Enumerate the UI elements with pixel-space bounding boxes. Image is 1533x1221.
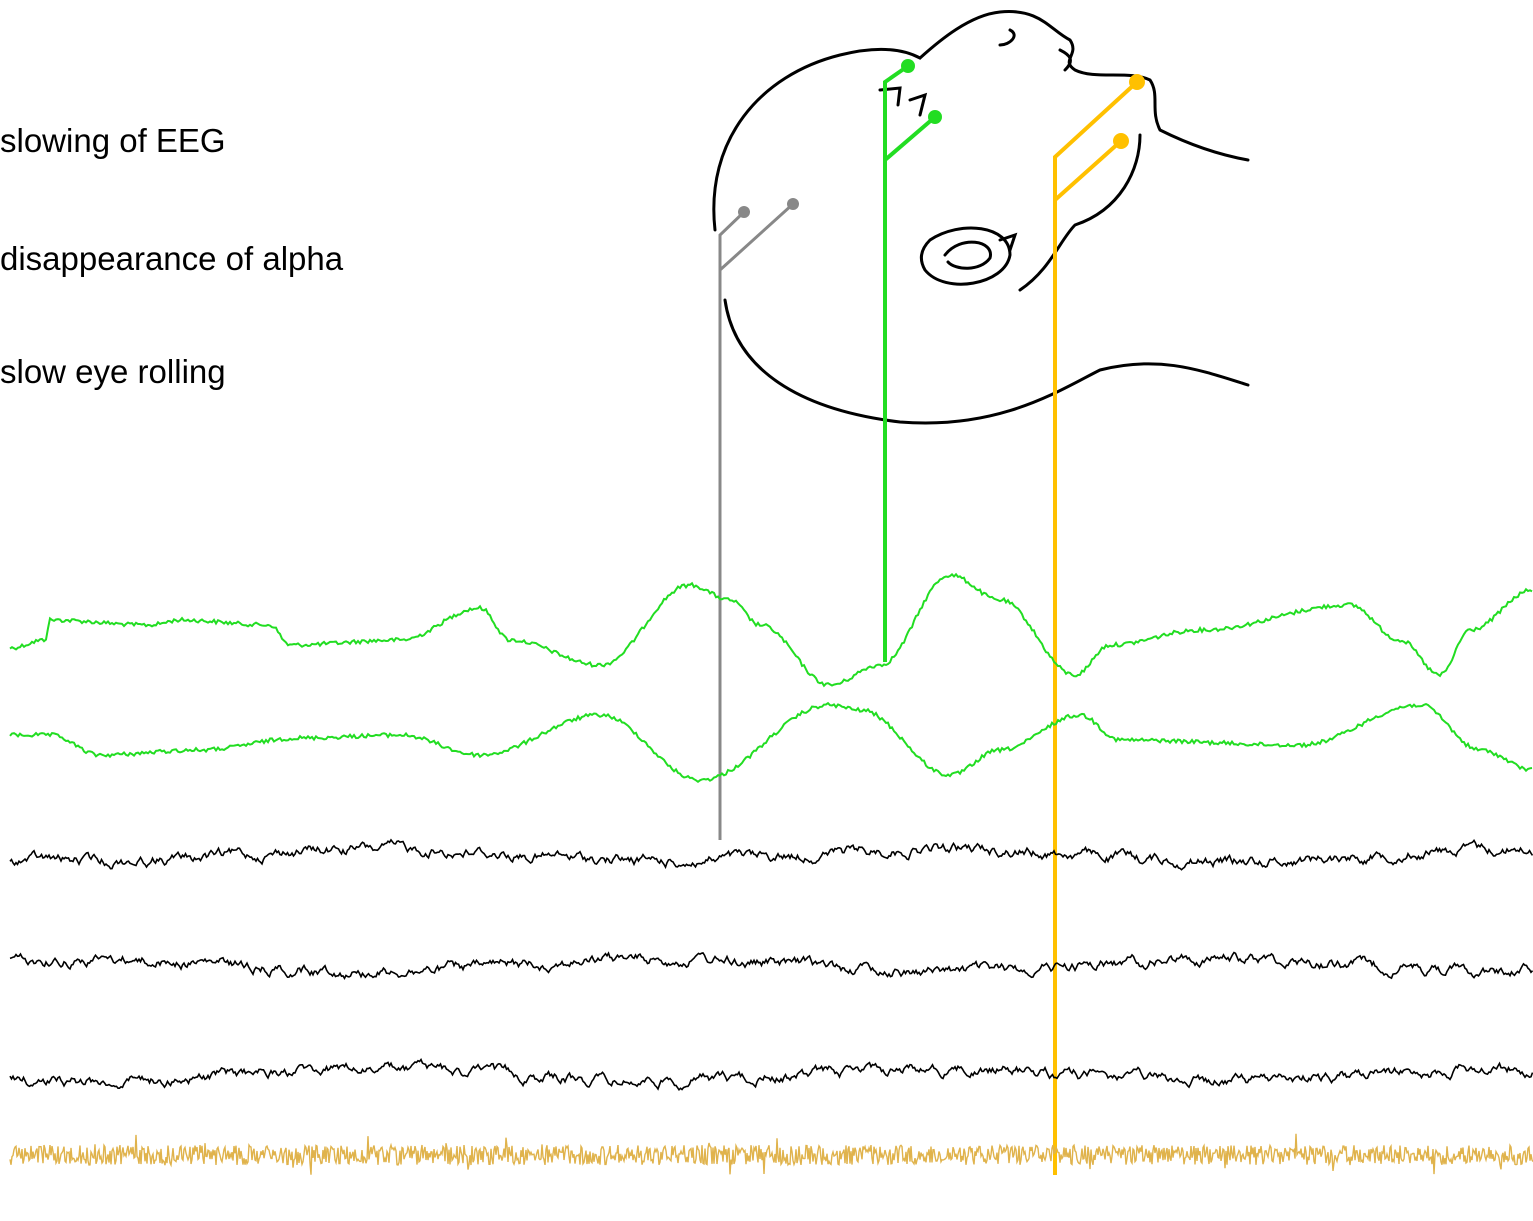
page: {"notes": ["slowing of EEG", "disappeara… bbox=[0, 0, 1533, 1221]
trace bbox=[10, 840, 1533, 870]
note: slowing of EEG bbox=[0, 122, 226, 159]
traces bbox=[10, 574, 1533, 1174]
head-outline bbox=[714, 12, 1248, 424]
figure: slowing of EEG disappearance of alpha sl… bbox=[0, 0, 1533, 1221]
note: disappearance of alpha bbox=[0, 240, 344, 277]
trace bbox=[10, 574, 1532, 686]
trace bbox=[10, 1060, 1533, 1090]
trace bbox=[10, 1134, 1533, 1175]
trace bbox=[10, 953, 1533, 979]
electrodes bbox=[720, 59, 1145, 1175]
trace bbox=[10, 703, 1532, 782]
note: slow eye rolling bbox=[0, 353, 226, 390]
